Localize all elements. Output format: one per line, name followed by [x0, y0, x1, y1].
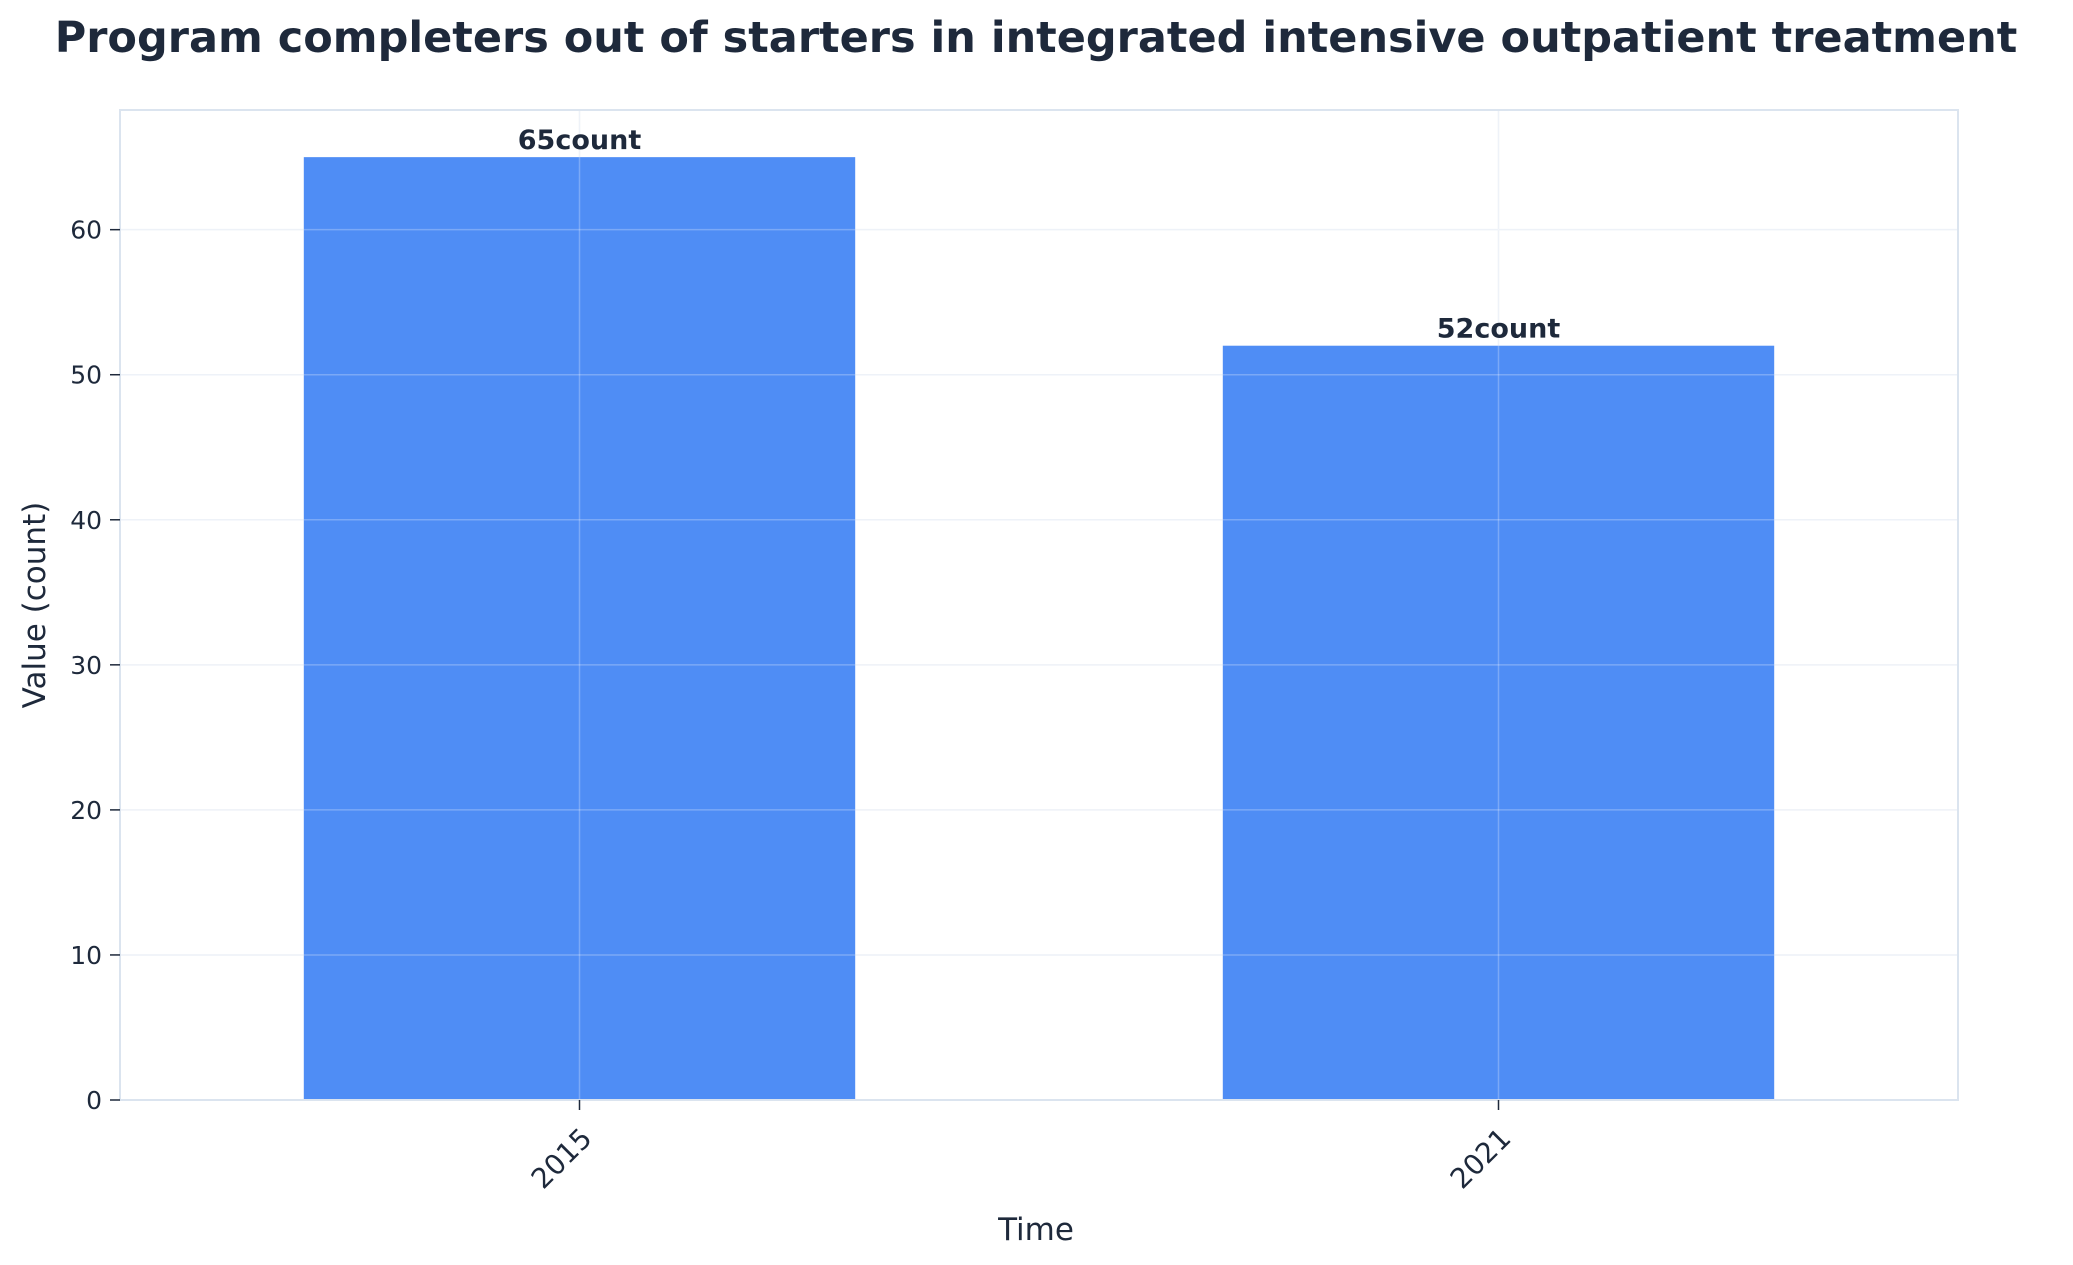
- plot-frame: [119, 109, 1959, 1101]
- data-label: 65count: [518, 125, 642, 156]
- y-tick-label: 40: [70, 506, 102, 535]
- bar-2015: [303, 157, 856, 1101]
- x-axis: 2015 2021: [525, 1100, 1518, 1196]
- y-tick-label: 20: [70, 796, 102, 825]
- data-label: 52count: [1437, 314, 1561, 345]
- y-tick-label: 30: [70, 651, 102, 680]
- grid-overlay: [120, 110, 1958, 1101]
- y-tick-label: 60: [70, 216, 102, 245]
- y-tick-label: 10: [70, 941, 102, 970]
- y-axis: 0 10 20 30 40 50 60: [70, 216, 120, 1115]
- chart-title: Program completers out of starters in in…: [55, 13, 2018, 63]
- y-tick-label: 0: [86, 1086, 102, 1115]
- bar-2021: [1222, 345, 1775, 1100]
- y-axis-label: Value (count): [17, 502, 53, 709]
- x-axis-label: Time: [997, 1212, 1074, 1248]
- x-tick-label: 2021: [1444, 1122, 1518, 1196]
- data-labels: 65count 52count: [518, 125, 1561, 345]
- bars: [303, 157, 1775, 1101]
- y-tick-label: 50: [70, 361, 102, 390]
- x-tick-label: 2015: [525, 1122, 599, 1196]
